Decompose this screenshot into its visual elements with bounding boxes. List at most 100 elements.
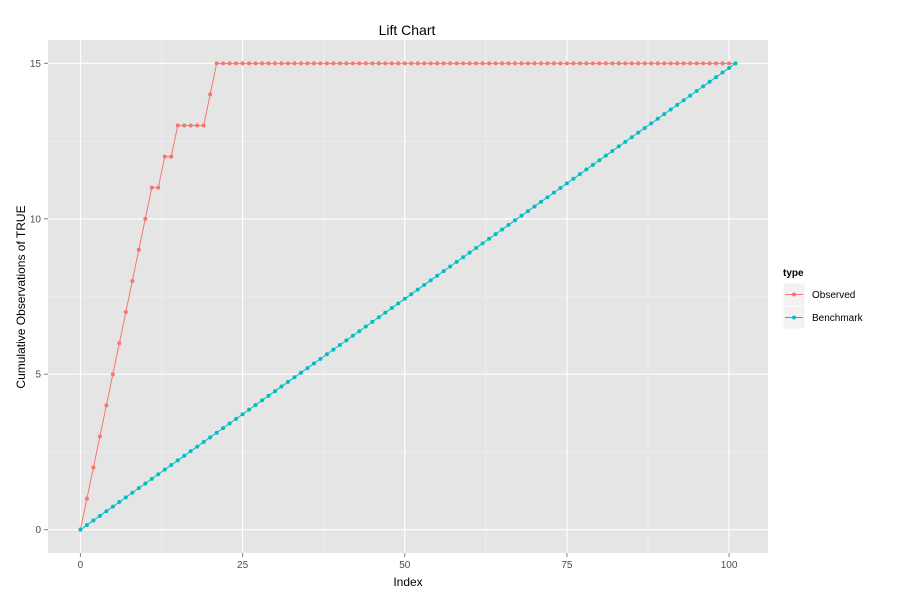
- data-point-observed: [279, 61, 284, 66]
- data-point-benchmark: [169, 463, 174, 468]
- data-point-benchmark: [305, 366, 310, 371]
- data-point-observed: [376, 61, 381, 66]
- data-point-benchmark: [409, 292, 414, 297]
- data-point-benchmark: [240, 412, 245, 417]
- data-point-benchmark: [597, 158, 602, 163]
- data-point-observed: [311, 61, 316, 66]
- data-point-benchmark: [551, 190, 556, 195]
- data-point-benchmark: [195, 444, 200, 449]
- data-point-benchmark: [273, 389, 278, 394]
- data-point-observed: [402, 61, 407, 66]
- data-point-observed: [558, 61, 563, 66]
- data-point-benchmark: [253, 403, 258, 408]
- data-point-observed: [642, 61, 647, 66]
- data-point-observed: [707, 61, 712, 66]
- data-point-observed: [195, 123, 200, 128]
- data-point-observed: [597, 61, 602, 66]
- data-point-benchmark: [480, 241, 485, 246]
- data-point-observed: [324, 61, 329, 66]
- data-point-observed: [668, 61, 673, 66]
- data-point-observed: [636, 61, 641, 66]
- data-point-observed: [461, 61, 466, 66]
- data-point-benchmark: [227, 421, 232, 426]
- data-point-observed: [480, 61, 485, 66]
- data-point-benchmark: [538, 199, 543, 204]
- data-point-observed: [331, 61, 336, 66]
- data-point-observed: [357, 61, 362, 66]
- y-tick-label: 15: [30, 59, 42, 70]
- data-point-observed: [182, 123, 187, 128]
- data-point-benchmark: [493, 232, 498, 237]
- data-point-benchmark: [318, 356, 323, 361]
- data-point-benchmark: [389, 306, 394, 311]
- grid-major: [48, 40, 768, 553]
- data-point-benchmark: [584, 167, 589, 172]
- data-point-observed: [649, 61, 654, 66]
- data-point-observed: [247, 61, 252, 66]
- x-tick-label: 100: [721, 560, 738, 571]
- data-point-benchmark: [441, 269, 446, 274]
- data-point-benchmark: [286, 379, 290, 384]
- data-point-observed: [532, 61, 537, 66]
- data-point-observed: [363, 61, 368, 66]
- data-point-benchmark: [110, 504, 115, 509]
- data-point-benchmark: [500, 227, 505, 232]
- data-point-observed: [84, 496, 89, 501]
- data-point-observed: [428, 61, 433, 66]
- data-point-benchmark: [461, 255, 466, 260]
- legend-label-observed: Observed: [812, 290, 855, 301]
- data-point-benchmark: [668, 107, 673, 112]
- data-point-benchmark: [104, 509, 109, 514]
- data-point-observed: [370, 61, 375, 66]
- data-point-observed: [97, 434, 102, 439]
- data-point-benchmark: [266, 393, 271, 398]
- y-tick-label: 10: [30, 214, 42, 225]
- data-point-observed: [337, 61, 342, 66]
- data-point-observed: [610, 61, 615, 66]
- data-point-observed: [117, 341, 122, 346]
- data-point-benchmark: [370, 319, 375, 324]
- data-point-benchmark: [564, 181, 569, 186]
- data-point-observed: [487, 61, 492, 66]
- data-point-benchmark: [545, 195, 550, 200]
- data-point-benchmark: [292, 375, 297, 380]
- data-point-benchmark: [623, 139, 628, 144]
- data-point-benchmark: [130, 490, 135, 495]
- data-point-observed: [266, 61, 271, 66]
- data-point-benchmark: [610, 149, 615, 154]
- data-point-observed: [493, 61, 498, 66]
- data-point-benchmark: [117, 499, 122, 504]
- legend-key-point-benchmark: [792, 315, 796, 320]
- data-point-observed: [201, 123, 206, 128]
- data-point-benchmark: [279, 384, 284, 389]
- data-point-benchmark: [311, 361, 316, 366]
- data-point-benchmark: [454, 259, 459, 264]
- data-point-observed: [383, 61, 388, 66]
- data-point-observed: [130, 278, 135, 283]
- data-point-benchmark: [519, 213, 524, 218]
- data-point-benchmark: [337, 342, 342, 347]
- data-point-observed: [454, 61, 459, 66]
- y-tick-label: 5: [35, 370, 41, 381]
- data-point-benchmark: [448, 264, 453, 269]
- data-point-benchmark: [675, 102, 680, 107]
- data-point-observed: [675, 61, 680, 66]
- data-point-observed: [350, 61, 355, 66]
- data-point-observed: [500, 61, 505, 66]
- data-point-benchmark: [701, 84, 706, 89]
- data-point-benchmark: [467, 250, 472, 255]
- data-point-observed: [422, 61, 427, 66]
- data-point-observed: [415, 61, 420, 66]
- data-point-observed: [662, 61, 667, 66]
- y-axis-title: Cumulative Observations of TRUE: [14, 205, 28, 388]
- data-point-benchmark: [662, 112, 667, 117]
- data-point-benchmark: [357, 329, 362, 334]
- data-point-benchmark: [260, 398, 265, 403]
- data-point-observed: [208, 92, 213, 97]
- legend-key-point-observed: [792, 292, 796, 297]
- data-point-benchmark: [707, 79, 712, 84]
- data-point-benchmark: [629, 135, 634, 140]
- data-point-benchmark: [84, 523, 89, 528]
- data-point-benchmark: [324, 352, 329, 357]
- data-point-observed: [104, 403, 109, 408]
